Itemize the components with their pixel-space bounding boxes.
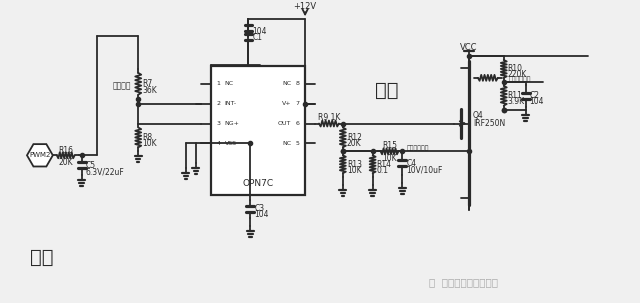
Text: 10V/10uF: 10V/10uF — [406, 166, 443, 175]
Text: PWM2: PWM2 — [29, 152, 51, 158]
Text: 10K: 10K — [382, 154, 397, 163]
Text: V+: V+ — [282, 101, 291, 106]
Text: OUT: OUT — [278, 121, 291, 126]
Text: 鱼  農硬件十万个为什么: 鱼 農硬件十万个为什么 — [429, 278, 499, 288]
Text: 0.1: 0.1 — [376, 166, 388, 175]
Text: C2: C2 — [529, 91, 540, 100]
Text: NC: NC — [282, 141, 291, 146]
Text: R7: R7 — [142, 79, 152, 88]
Text: R10: R10 — [508, 64, 523, 73]
Text: R14: R14 — [376, 160, 392, 169]
Text: C5: C5 — [86, 161, 96, 170]
Text: 4: 4 — [217, 141, 221, 146]
Text: R13: R13 — [347, 160, 362, 169]
Text: VSS: VSS — [225, 141, 237, 146]
Text: 5: 5 — [295, 141, 299, 146]
Text: R12: R12 — [347, 133, 362, 142]
Text: 220K: 220K — [508, 70, 527, 79]
Text: NC: NC — [225, 81, 234, 86]
Text: 20K: 20K — [58, 158, 73, 167]
Text: INT-: INT- — [225, 101, 237, 106]
Text: OPN7C: OPN7C — [243, 178, 273, 188]
Text: 104: 104 — [529, 97, 544, 106]
Text: 104: 104 — [252, 27, 267, 36]
Text: 2: 2 — [217, 101, 221, 106]
Text: NG+: NG+ — [225, 121, 239, 126]
Text: 图七: 图七 — [30, 248, 54, 267]
Text: C4: C4 — [406, 159, 417, 168]
Text: 8: 8 — [295, 81, 299, 86]
Text: 10K: 10K — [142, 139, 157, 148]
Text: R15: R15 — [382, 141, 397, 150]
Text: 104: 104 — [255, 210, 269, 219]
Text: C3: C3 — [255, 205, 264, 213]
Text: R11: R11 — [508, 91, 523, 100]
Text: 3: 3 — [217, 121, 221, 126]
Text: 20K: 20K — [347, 139, 362, 148]
Text: 10K: 10K — [347, 166, 362, 175]
Text: R8: R8 — [142, 133, 152, 142]
Text: 6.3V/22uF: 6.3V/22uF — [86, 168, 124, 177]
Text: 6: 6 — [295, 121, 299, 126]
Text: VCC: VCC — [460, 42, 477, 52]
Text: R9 1K: R9 1K — [317, 113, 340, 122]
Text: Q4: Q4 — [473, 111, 484, 120]
Text: 7: 7 — [295, 101, 299, 106]
Text: NC: NC — [282, 81, 291, 86]
Text: 电压检测电路: 电压检测电路 — [406, 145, 429, 151]
Text: 控制电压: 控制电压 — [113, 81, 132, 90]
Text: +12V: +12V — [294, 2, 317, 11]
Text: 电压检测电路: 电压检测电路 — [509, 76, 531, 82]
Bar — [211, 66, 305, 195]
Text: C1: C1 — [252, 33, 262, 42]
Text: 3.9K: 3.9K — [508, 97, 525, 106]
Text: R16: R16 — [58, 146, 73, 155]
Text: 36K: 36K — [142, 86, 157, 95]
Text: 1: 1 — [217, 81, 221, 86]
Text: IRF250N: IRF250N — [473, 119, 505, 128]
Text: 图八: 图八 — [374, 81, 398, 100]
